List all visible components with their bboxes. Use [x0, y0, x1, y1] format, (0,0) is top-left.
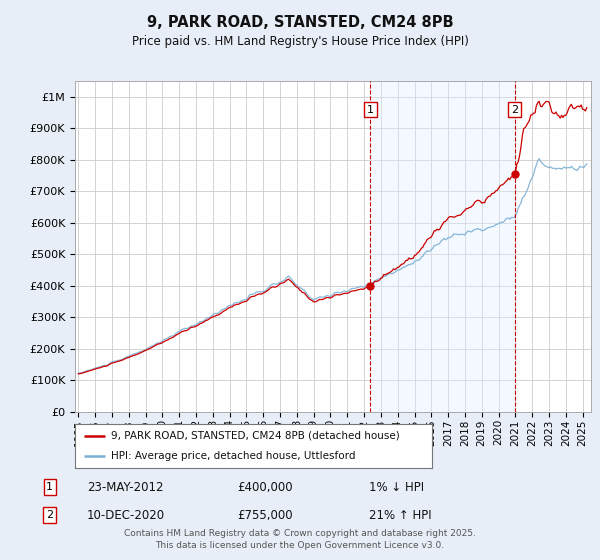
- Text: £755,000: £755,000: [237, 508, 293, 522]
- Text: 1% ↓ HPI: 1% ↓ HPI: [369, 480, 424, 494]
- Text: 21% ↑ HPI: 21% ↑ HPI: [369, 508, 431, 522]
- Text: 23-MAY-2012: 23-MAY-2012: [87, 480, 163, 494]
- Bar: [370, 81, 515, 412]
- Text: Price paid vs. HM Land Registry's House Price Index (HPI): Price paid vs. HM Land Registry's House …: [131, 35, 469, 49]
- Text: 1: 1: [367, 105, 374, 115]
- Text: 9, PARK ROAD, STANSTED, CM24 8PB (detached house): 9, PARK ROAD, STANSTED, CM24 8PB (detach…: [111, 431, 400, 441]
- Text: Contains HM Land Registry data © Crown copyright and database right 2025.
This d: Contains HM Land Registry data © Crown c…: [124, 529, 476, 550]
- Text: 2: 2: [511, 105, 518, 115]
- Text: £400,000: £400,000: [237, 480, 293, 494]
- Text: 1: 1: [46, 482, 53, 492]
- Text: 2: 2: [46, 510, 53, 520]
- Text: 10-DEC-2020: 10-DEC-2020: [87, 508, 165, 522]
- Text: HPI: Average price, detached house, Uttlesford: HPI: Average price, detached house, Uttl…: [111, 451, 355, 461]
- Text: 9, PARK ROAD, STANSTED, CM24 8PB: 9, PARK ROAD, STANSTED, CM24 8PB: [146, 15, 454, 30]
